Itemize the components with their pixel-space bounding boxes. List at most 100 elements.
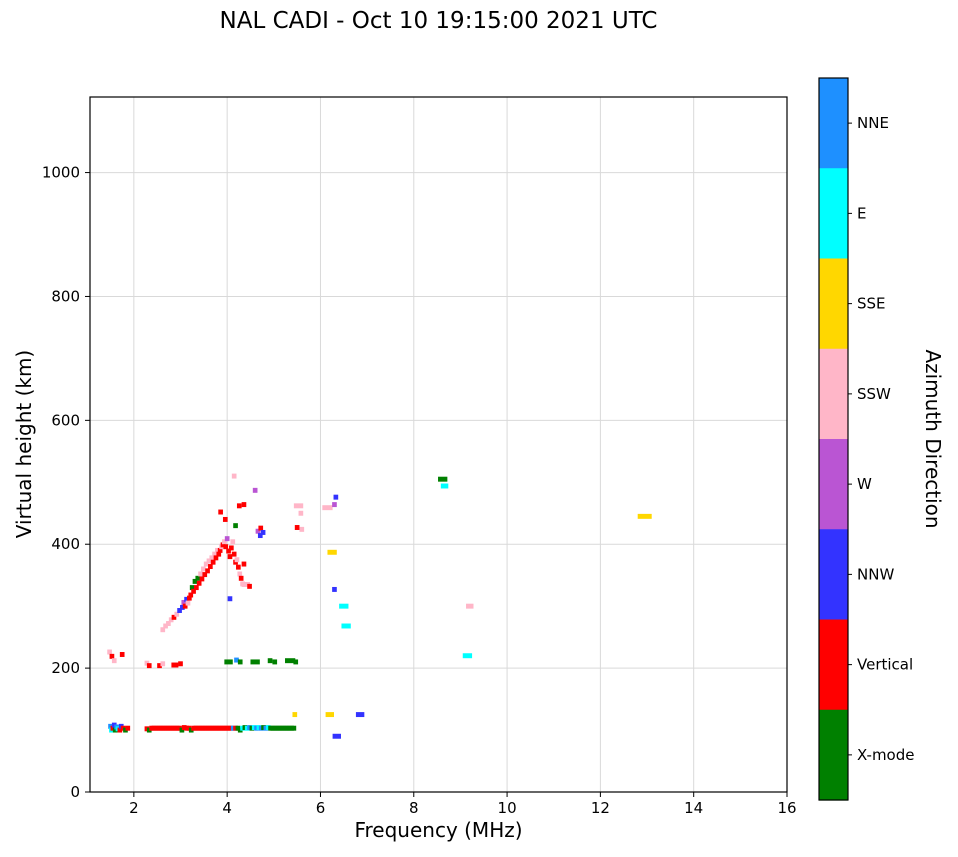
echo-point [229,545,234,551]
echo-point [236,564,241,570]
echo-point [166,621,171,626]
echo-point [187,595,192,601]
echo-point [163,623,168,629]
x-tick-label: 4 [222,799,232,817]
echo-point [224,536,230,542]
echo-point [466,603,474,609]
echo-point [462,653,473,659]
echo-point [213,555,219,561]
echo-point [332,502,337,508]
echo-point [333,494,339,500]
colorbar-label: SSW [857,385,891,403]
colorbar-segment-ssw [819,348,848,440]
echo-point [192,578,198,584]
echo-point [144,660,150,666]
colorbar-segment-x-mode [819,709,848,801]
echo-point [285,658,296,664]
echo-point [233,523,238,529]
echo-point [226,548,231,554]
echo-point [222,539,227,545]
echo-point [230,725,236,731]
echo-point [237,659,243,665]
colorbar-segment-w [819,439,848,530]
echo-point [292,712,298,718]
echo-point [293,659,299,665]
echo-point [202,572,208,578]
echo-point [125,725,131,731]
echo-point [241,582,251,587]
echo-point [327,549,337,555]
echo-point [325,712,334,718]
echo-point [203,561,209,567]
colorbar-title: Azimuth Direction [921,349,945,529]
echo-point [438,476,448,482]
echo-point [238,575,244,581]
echo-point [191,588,196,594]
echo-point [322,505,333,511]
echo-point [298,510,304,516]
echo-point [637,513,652,519]
echo-point [237,571,243,577]
echo-point [160,661,166,667]
echo-point [279,725,285,731]
echo-point [332,586,337,592]
echo-point [188,592,194,598]
echo-point [272,659,278,665]
echo-point [299,526,305,532]
echo-point [223,544,229,550]
echo-point [339,603,349,609]
colorbar-label: E [857,204,866,222]
echo-point [268,725,273,731]
echo-point [286,725,292,731]
echo-point [217,547,223,553]
colorbar-segment-e [819,168,848,260]
echo-point [241,502,247,508]
echo-point [170,725,175,731]
echo-point [171,662,179,668]
echo-point [174,611,180,617]
echo-point [250,659,260,665]
echo-point [332,733,341,739]
colorbar-label: W [857,475,872,493]
x-tick-label: 8 [409,799,419,817]
x-axis-label: Frequency (MHz) [354,818,523,842]
echo-point [236,503,242,509]
echo-point [231,551,237,557]
colorbar-label: Vertical [857,656,913,674]
colorbar-label: SSE [857,295,886,313]
echo-point [355,712,365,718]
echo-point [111,658,117,664]
echo-point [182,603,188,609]
colorbar-label: X-mode [857,746,914,764]
echo-point [231,473,237,479]
echo-point [214,725,220,731]
echo-point [230,539,236,545]
y-axis-label: Virtual height (km) [12,349,36,539]
echo-point [201,566,206,572]
echo-point [144,726,150,732]
echo-point [160,627,166,633]
echo-point [107,649,112,655]
colorbar-segment-nnw [819,529,848,621]
echo-point [294,525,300,530]
x-tick-label: 14 [684,799,703,817]
y-tick-label: 400 [51,535,80,553]
y-tick-label: 0 [70,783,80,801]
echo-point [206,558,212,564]
echo-point [205,568,210,574]
echo-point [112,727,118,733]
echo-point [212,551,217,557]
y-tick-label: 600 [51,411,80,429]
echo-point [249,725,255,731]
x-tick-label: 6 [316,799,326,817]
echo-point [252,487,258,493]
echo-point [168,617,174,623]
echo-point [257,533,263,539]
echo-point [109,653,115,659]
echo-point [146,663,152,669]
colorbar-label: NNW [857,565,894,583]
echo-point [117,727,123,733]
echo-point [224,659,233,665]
echo-point [171,614,177,620]
